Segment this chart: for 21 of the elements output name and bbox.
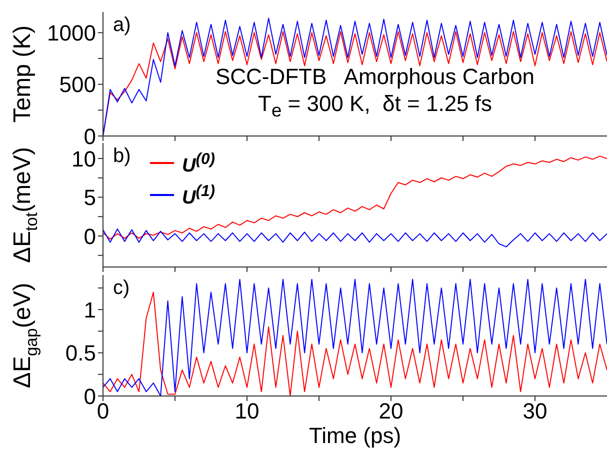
x-tick-label: 10 xyxy=(234,398,260,424)
y-tick-label: 5 xyxy=(84,185,96,210)
y-tick-label: 0.5 xyxy=(65,340,96,366)
x-tick-label: 20 xyxy=(378,398,404,424)
annotation: a) xyxy=(113,14,131,37)
y-tick-label: 0 xyxy=(84,124,96,149)
annotation: T$_{e}$ = 300 K, δt = 1.25 fs xyxy=(256,91,494,122)
legend-label: U$^{(1)}$ xyxy=(182,182,216,211)
y-tick-label: 0 xyxy=(84,224,96,249)
y-tick-label: 10 xyxy=(72,146,96,172)
line-series xyxy=(103,228,607,248)
legend-label: U$^{(0)}$ xyxy=(182,150,216,178)
y-tick-label: 500 xyxy=(59,72,96,98)
annotation: c) xyxy=(113,277,130,300)
y-tick-label: 1000 xyxy=(47,20,96,46)
y-axis-title: Temp (K) xyxy=(8,25,36,123)
annotation: SCC-DFTB Amorphous Carbon xyxy=(214,64,536,90)
annotation: b) xyxy=(113,145,131,168)
x-axis-title: Time (ps) xyxy=(308,423,402,448)
x-tick-label: 30 xyxy=(522,398,548,424)
y-tick-label: 1 xyxy=(84,297,96,322)
